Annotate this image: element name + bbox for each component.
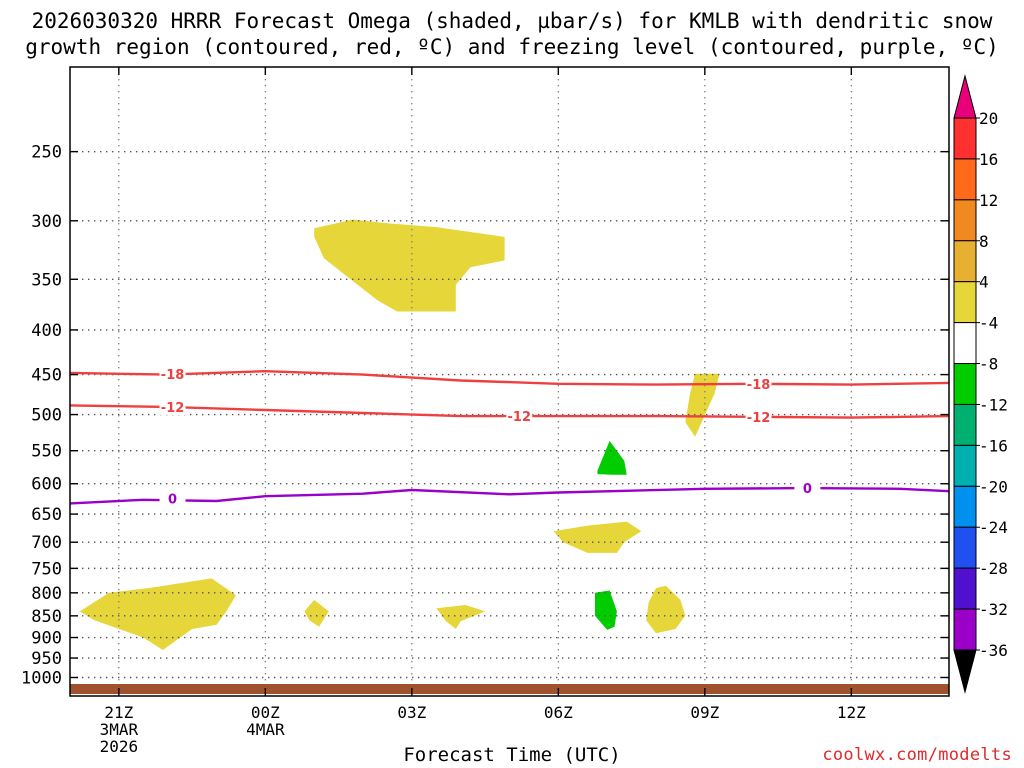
colorbar-tick-label-5: -4 (979, 314, 998, 333)
contour-label--12-1: -12 (508, 410, 532, 425)
y-tick-label-450: 450 (31, 366, 62, 386)
contour-label-bg (794, 480, 821, 497)
colorbar-tick-label-3: 8 (979, 232, 989, 251)
omega-region-6 (436, 605, 486, 629)
x-tick-label-0-0: 21Z (104, 703, 133, 722)
omega-region-8 (646, 585, 686, 634)
colorbar-bin-4 (953, 281, 977, 324)
y-tick-label-500: 500 (31, 406, 62, 426)
colorbar-tick-label-0: 20 (979, 109, 998, 128)
colorbar-bin-10 (953, 526, 977, 569)
colorbar-tick-label-1: 16 (979, 150, 998, 169)
y-tick-label-900: 900 (31, 629, 62, 649)
colorbar-top-arrow (953, 74, 977, 119)
colorbar-bin-0 (953, 117, 977, 160)
colorbar-bin-3 (953, 240, 977, 283)
y-tick-label-600: 600 (31, 475, 62, 495)
y-tick-label-1000: 1000 (21, 668, 62, 688)
colorbar-tick-label-13: -36 (979, 641, 1008, 660)
colorbar-tick-label-12: -32 (979, 600, 1008, 619)
x-tick-label-1-0: 00Z (251, 703, 280, 722)
y-tick-label-350: 350 (31, 270, 62, 290)
colorbar-tick-label-7: -12 (979, 395, 1008, 414)
contour-label--18-0: -18 (161, 368, 185, 383)
omega-region-5 (304, 599, 329, 627)
colorbar-bottom-arrow (953, 649, 977, 694)
x-tick-label-0-1: 3MAR (100, 720, 139, 739)
x-axis-label: Forecast Time (UTC) (403, 744, 621, 766)
x-tick-label-5-0: 12Z (837, 703, 866, 722)
y-tick-label-250: 250 (31, 143, 62, 163)
title-line-1: 2026030320 HRRR Forecast Omega (shaded, … (31, 9, 993, 33)
contour-label-0-1: 0 (803, 482, 812, 497)
contour-label-bg (745, 375, 772, 392)
colorbar-tick-label-9: -20 (979, 477, 1008, 496)
colorbar-bin-7 (953, 403, 977, 446)
credit-link[interactable]: coolwx.com/modelts (822, 745, 1012, 765)
contour-label-bg (159, 365, 186, 382)
y-tick-label-300: 300 (31, 212, 62, 232)
contour-label-0-0: 0 (168, 493, 177, 508)
y-tick-label-400: 400 (31, 321, 62, 341)
omega-region-2 (597, 440, 627, 475)
omega-region-3 (553, 521, 642, 553)
omega-region-0 (314, 219, 505, 312)
y-tick-label-650: 650 (31, 505, 62, 525)
colorbar-tick-label-4: 4 (979, 273, 989, 292)
y-tick-label-750: 750 (31, 559, 62, 579)
omega-region-1 (685, 373, 720, 437)
colorbar-bin-12 (953, 608, 977, 651)
colorbar-tick-label-10: -24 (979, 518, 1008, 537)
contour-label-bg (506, 408, 533, 425)
title-line-2: growth region (contoured, red, ºC) and f… (25, 35, 999, 59)
omega-region-7 (595, 590, 617, 630)
x-tick-label-4-0: 09Z (690, 703, 719, 722)
x-tick-label-0-2: 2026 (100, 737, 139, 756)
contour-label--12-0: -12 (161, 401, 185, 416)
contour-label--18-1: -18 (747, 378, 771, 393)
colorbar-tick-label-11: -28 (979, 559, 1008, 578)
contour-label-bg (159, 490, 186, 507)
colorbar-tick-label-6: -8 (979, 355, 998, 374)
x-tick-label-1-1: 4MAR (246, 720, 285, 739)
y-tick-label-550: 550 (31, 442, 62, 462)
x-tick-label-2-0: 03Z (397, 703, 426, 722)
x-tick-label-3-0: 06Z (544, 703, 573, 722)
y-tick-label-950: 950 (31, 649, 62, 669)
contour-label--12-2: -12 (747, 411, 771, 426)
colorbar-bin-1 (953, 158, 977, 201)
colorbar-bin-8 (953, 444, 977, 487)
y-tick-label-700: 700 (31, 533, 62, 553)
y-tick-label-850: 850 (31, 607, 62, 627)
contour-line--18-0 (69, 369, 950, 386)
colorbar-bin-2 (953, 199, 977, 242)
surface-band (70, 684, 949, 694)
colorbar-tick-label-8: -16 (979, 436, 1008, 455)
y-tick-label-800: 800 (31, 584, 62, 604)
contour-label-bg (745, 408, 772, 425)
colorbar-bin-6 (953, 363, 977, 405)
plot-frame (69, 66, 950, 697)
colorbar-bin-9 (953, 485, 977, 528)
colorbar-bin-5 (953, 322, 977, 365)
contour-label-bg (159, 398, 186, 415)
colorbar-tick-label-2: 12 (979, 191, 998, 210)
chart-title: 2026030320 HRRR Forecast Omega (shaded, … (0, 8, 1024, 60)
colorbar-bin-11 (953, 567, 977, 610)
